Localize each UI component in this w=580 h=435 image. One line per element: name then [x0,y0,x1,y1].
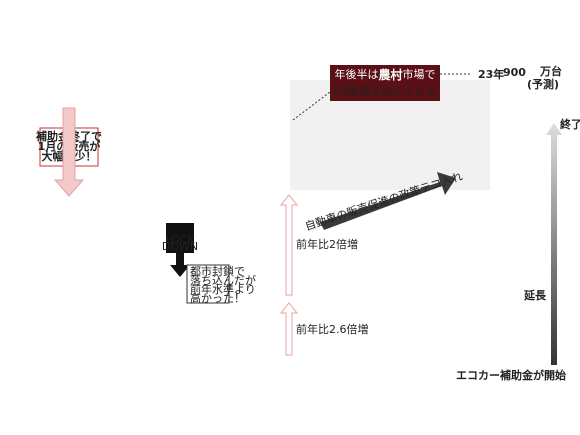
scale-text: エコカー補助金が開始 [456,368,566,382]
projection-note: (予測) [527,77,559,91]
lockdown-box [166,223,194,253]
note-text: 高かった！ [190,291,245,305]
note-text: 都市封鎖で [190,264,245,278]
note-text: 前年水準より [190,282,256,296]
big-arrow [320,172,456,230]
lockdown-text: LOCK [165,233,195,246]
rural-note: 年後半は農村市場で EV販売を拡大させる 23年 900 万台 (予測) [292,64,562,121]
note-text: 市場で [403,67,436,81]
growth-text: 前年比2.6倍増 [296,322,369,336]
up-arrow [279,194,299,296]
note-text: 年後半は [334,67,378,81]
scale-text: 終了 [560,117,580,131]
note-box [330,65,440,101]
scale-text: 延長 [523,288,547,302]
subsidy-scale: 終了 延長 エコカー補助金が開始 [456,117,580,382]
note-box [186,264,230,304]
projection-year: 23年 [478,67,504,81]
up-arrow [279,302,299,356]
projection-value: 900 [503,66,526,79]
growth-arrows: 前年比2倍増 前年比2.6倍増 [279,194,369,356]
scale-arrow [546,123,562,365]
note-text: 年後半は農村市場で [334,67,435,82]
lockdown-text: DOWN [162,240,198,253]
projection-unit: 万台 [539,64,562,78]
growth-text: 前年比2倍増 [296,237,358,251]
lockdown: LOCK DOWN 都市封鎖で 落ち込んだが 前年水準より 高かった！ [162,223,256,305]
note-text: 落ち込んだが [190,273,256,287]
down-arrow [53,107,85,197]
note-text: EV販売を拡大させる [334,84,436,98]
subsidy-note: 補助金終了で 1月の販売が 大幅減少！ [35,107,102,197]
note-text: 農村 [378,67,402,82]
lockdown-arrow [170,253,190,277]
label-bg [478,370,570,382]
